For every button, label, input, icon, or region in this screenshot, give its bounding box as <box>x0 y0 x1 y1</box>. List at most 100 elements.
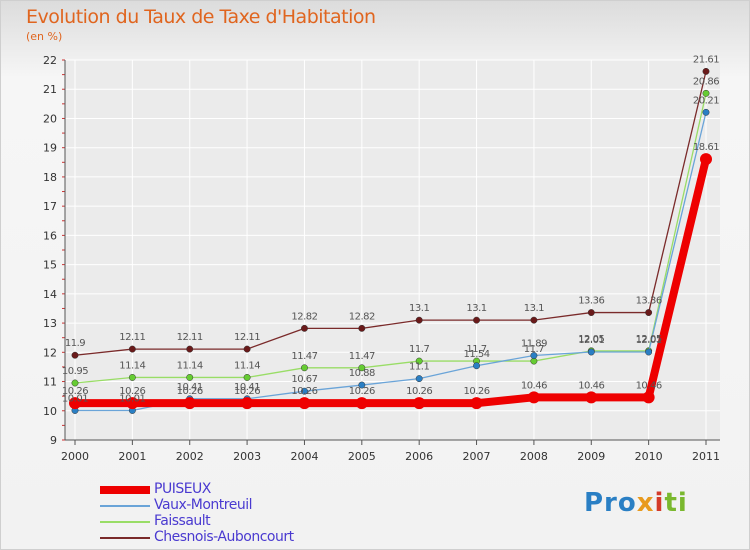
data-label-faissault: 11.47 <box>291 351 317 362</box>
x-tick-label: 2005 <box>348 450 376 463</box>
data-point-puiseux <box>470 397 483 410</box>
x-tick-label: 2011 <box>692 450 720 463</box>
data-point-faissault <box>415 357 423 365</box>
data-label-puiseux: 10.26 <box>234 386 260 397</box>
x-tick-label: 2008 <box>520 450 548 463</box>
data-label-chesnois-auboncourt: 12.82 <box>291 311 317 322</box>
data-point-chesnois-auboncourt <box>473 316 480 324</box>
data-point-puiseux <box>355 397 368 410</box>
data-label-faissault: 10.95 <box>62 366 88 377</box>
data-label-vaux-montreuil: 10.41 <box>234 382 260 393</box>
data-label-puiseux: 10.26 <box>291 386 317 397</box>
data-label-chesnois-auboncourt: 13.36 <box>578 296 604 307</box>
data-point-puiseux <box>183 397 196 410</box>
data-label-vaux-montreuil: 10.01 <box>62 393 88 404</box>
legend-swatch-vaux-montreuil <box>100 505 150 507</box>
data-point-chesnois-auboncourt <box>530 316 538 324</box>
data-point-chesnois-auboncourt <box>415 316 423 324</box>
data-label-faissault: 12.05 <box>578 334 604 345</box>
data-point-vaux-montreuil <box>301 387 308 395</box>
y-tick-label: 9 <box>50 434 57 447</box>
data-label-faissault: 11.14 <box>119 360 145 371</box>
y-tick-label: 14 <box>43 288 57 301</box>
data-label-vaux-montreuil: 11.89 <box>521 339 547 350</box>
y-tick-label: 18 <box>43 171 57 184</box>
data-label-faissault: 11.7 <box>524 344 544 355</box>
data-point-vaux-montreuil <box>587 348 595 356</box>
data-label-faissault: 12.05 <box>636 334 662 345</box>
data-label-chesnois-auboncourt: 13.36 <box>636 296 662 307</box>
data-point-puiseux <box>585 391 598 404</box>
proxiti-logo: Proxiti <box>584 488 688 518</box>
y-tick-label: 15 <box>43 259 57 272</box>
data-point-vaux-montreuil <box>415 375 423 383</box>
x-tick-label: 2009 <box>577 450 605 463</box>
legend-label-vaux-montreuil: Vaux-Montreuil <box>154 497 253 513</box>
y-tick-label: 21 <box>43 83 57 96</box>
data-label-puiseux: 10.26 <box>406 386 432 397</box>
data-point-faissault <box>71 379 79 387</box>
plot-area <box>65 60 720 440</box>
data-label-faissault: 20.86 <box>693 76 719 87</box>
data-point-chesnois-auboncourt <box>301 324 308 332</box>
data-point-puiseux <box>241 397 254 410</box>
x-tick-label: 2004 <box>290 450 318 463</box>
data-point-vaux-montreuil <box>702 108 710 116</box>
x-tick-label: 2010 <box>635 450 663 463</box>
data-label-chesnois-auboncourt: 11.9 <box>65 338 85 349</box>
data-label-puiseux: 10.26 <box>463 386 489 397</box>
data-point-puiseux <box>298 397 311 410</box>
x-tick-label: 2007 <box>463 450 491 463</box>
data-label-chesnois-auboncourt: 13.1 <box>409 303 429 314</box>
data-label-chesnois-auboncourt: 12.11 <box>177 332 203 343</box>
data-label-faissault: 11.47 <box>349 351 375 362</box>
data-point-vaux-montreuil <box>358 381 366 389</box>
x-tick-label: 2001 <box>118 450 146 463</box>
data-point-chesnois-auboncourt <box>358 324 366 332</box>
x-tick-label: 2002 <box>176 450 204 463</box>
data-label-chesnois-auboncourt: 21.61 <box>693 54 719 65</box>
data-point-chesnois-auboncourt <box>587 309 595 317</box>
data-label-vaux-montreuil: 10.01 <box>119 393 145 404</box>
data-point-puiseux <box>642 391 655 404</box>
x-tick-label: 2003 <box>233 450 261 463</box>
data-point-chesnois-auboncourt <box>71 351 79 359</box>
legend-label-chesnois-auboncourt: Chesnois-Auboncourt <box>154 529 294 545</box>
data-label-chesnois-auboncourt: 12.82 <box>349 311 375 322</box>
data-label-puiseux: 10.46 <box>636 380 662 391</box>
data-point-vaux-montreuil <box>530 352 538 359</box>
x-tick-label: 2006 <box>405 450 433 463</box>
legend-swatch-faissault <box>100 521 150 523</box>
data-label-faissault: 11.7 <box>466 344 486 355</box>
data-point-vaux-montreuil <box>645 348 653 356</box>
data-label-chesnois-auboncourt: 12.11 <box>234 332 260 343</box>
data-label-vaux-montreuil: 12.01 <box>636 335 662 346</box>
data-point-vaux-montreuil <box>473 362 480 370</box>
y-tick-label: 12 <box>43 346 57 359</box>
legend-swatch-chesnois-auboncourt <box>100 537 150 539</box>
data-label-vaux-montreuil: 10.41 <box>177 382 203 393</box>
data-point-puiseux <box>413 397 426 410</box>
data-label-vaux-montreuil: 11.1 <box>409 362 429 373</box>
data-point-faissault <box>358 364 366 372</box>
data-label-puiseux: 10.26 <box>119 386 145 397</box>
data-label-puiseux: 18.61 <box>693 142 719 153</box>
data-point-chesnois-auboncourt <box>128 345 136 353</box>
chart-title: Evolution du Taux de Taxe d'Habitation <box>26 6 376 28</box>
data-point-puiseux <box>69 397 81 410</box>
x-tick-label: 2000 <box>61 450 89 463</box>
data-point-chesnois-auboncourt <box>645 309 653 317</box>
legend-swatch-puiseux <box>100 486 150 494</box>
data-point-faissault <box>702 89 710 97</box>
y-tick-label: 20 <box>43 112 57 125</box>
legend-label-puiseux: PUISEUX <box>154 481 211 497</box>
data-point-faissault <box>243 373 251 381</box>
data-label-puiseux: 10.26 <box>62 386 88 397</box>
y-tick-label: 17 <box>43 200 57 213</box>
data-label-vaux-montreuil: 10.67 <box>291 374 317 385</box>
data-label-faissault: 11.7 <box>409 344 429 355</box>
unit-label: (en %) <box>26 30 63 43</box>
data-label-vaux-montreuil: 10.88 <box>349 368 375 379</box>
data-label-chesnois-auboncourt: 13.1 <box>466 303 486 314</box>
data-label-puiseux: 10.26 <box>349 386 375 397</box>
